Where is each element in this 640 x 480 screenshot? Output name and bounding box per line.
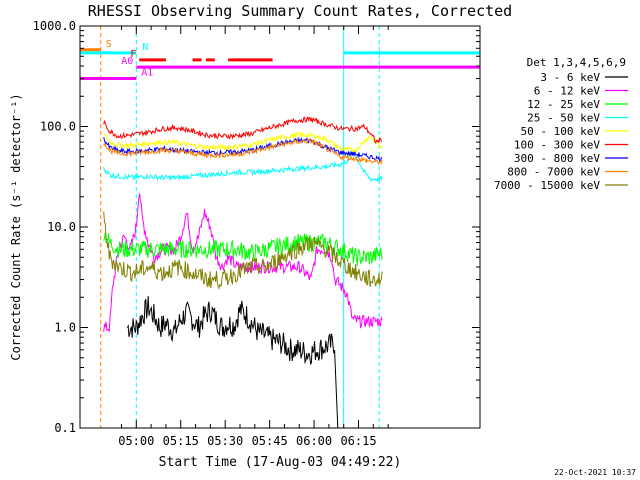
band-label-f: F [130,49,136,60]
x-tick-label-5: 06:15 [340,434,376,448]
series-line-300-800-kev [103,136,383,163]
legend-label-5: 100 - 300 keV [514,139,600,152]
legend-label-8: 7000 - 15000 keV [494,179,600,192]
x-axis-label: Start Time (17-Aug-03 04:49:22) [159,455,402,470]
band-label-s: S [106,39,112,50]
y-tick-label-1: 1.0 [54,321,76,335]
x-tick-label-1: 05:15 [163,434,199,448]
legend-label-0: 3 - 6 keV [540,71,600,84]
band-label-a0: A0 [121,56,133,67]
legend-label-1: 6 - 12 keV [534,85,601,98]
axes: 0.1 1.0 10.0 100.0 1000.0 05:00 05:15 05:30 05:4… [33,19,480,448]
y-tick-label-2: 10.0 [47,220,76,234]
x-tick-label-2: 05:30 [207,434,243,448]
x-tick-label-3: 05:45 [252,434,288,448]
date-stamp: 22-Oct-2021 10:37 [554,468,636,477]
y-tick-label-4: 1000.0 [33,19,76,33]
legend-label-4: 50 - 100 keV [521,125,601,138]
series-group [103,116,383,429]
y-tick-label-3: 100.0 [40,120,76,134]
series-line-50-100-kev [103,131,383,154]
legend-label-3: 25 - 50 keV [527,112,600,125]
y-axis-label: Corrected Count Rate (s⁻¹ detector⁻¹) [9,93,23,360]
chart-title: RHESSI Observing Summary Count Rates, Co… [88,2,512,20]
legend-title: Det 1,3,4,5,6,9 [527,56,626,69]
series-line-800-7000-kev [103,137,383,166]
x-tick-label-4: 06:00 [296,434,332,448]
attenuator-vlines [100,26,380,428]
series-line-25-50-kev [103,150,383,183]
series-line-7000-15000-kev [103,211,383,290]
x-tick-label-0: 05:00 [118,434,154,448]
series-line-100-300-kev [103,116,383,144]
band-label-a1: A1 [141,68,153,79]
series-line-3-6-kev [126,296,339,429]
legend-label-6: 300 - 800 keV [514,152,600,165]
band-label-n: N [142,42,148,53]
series-line-12-25-kev [103,232,383,266]
y-tick-label-0: 0.1 [54,421,76,435]
legend-label-2: 12 - 25 keV [527,98,600,111]
legend-label-7: 800 - 7000 keV [507,166,600,179]
